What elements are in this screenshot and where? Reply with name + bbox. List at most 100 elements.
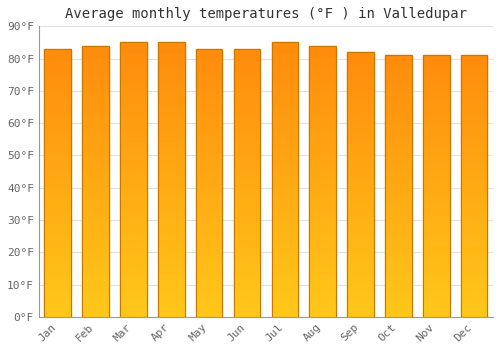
- Bar: [44, 231, 71, 237]
- Bar: [310, 89, 336, 95]
- Bar: [461, 155, 487, 160]
- Bar: [272, 267, 298, 273]
- Bar: [461, 306, 487, 312]
- Bar: [310, 78, 336, 84]
- Bar: [272, 251, 298, 257]
- Bar: [272, 224, 298, 229]
- Bar: [44, 135, 71, 140]
- Bar: [158, 86, 184, 92]
- Bar: [461, 202, 487, 207]
- Bar: [310, 230, 336, 236]
- Bar: [423, 123, 450, 128]
- Bar: [44, 295, 71, 301]
- Bar: [196, 113, 222, 119]
- Bar: [423, 71, 450, 76]
- Bar: [234, 258, 260, 263]
- Bar: [158, 229, 184, 234]
- Bar: [461, 97, 487, 103]
- Bar: [120, 169, 146, 174]
- Bar: [461, 223, 487, 228]
- Bar: [44, 70, 71, 76]
- Bar: [120, 202, 146, 207]
- Bar: [423, 76, 450, 82]
- Bar: [44, 54, 71, 60]
- Bar: [120, 141, 146, 147]
- Bar: [44, 103, 71, 108]
- Bar: [82, 268, 109, 273]
- Bar: [234, 76, 260, 81]
- Bar: [234, 129, 260, 135]
- Bar: [310, 149, 336, 154]
- Bar: [82, 273, 109, 279]
- Bar: [120, 92, 146, 97]
- Bar: [310, 257, 336, 262]
- Bar: [82, 290, 109, 295]
- Bar: [310, 203, 336, 208]
- Bar: [310, 127, 336, 132]
- Bar: [234, 145, 260, 151]
- Bar: [234, 306, 260, 312]
- Bar: [423, 103, 450, 108]
- Bar: [234, 70, 260, 76]
- Bar: [44, 226, 71, 231]
- Bar: [385, 55, 411, 61]
- Bar: [348, 52, 374, 317]
- Bar: [234, 151, 260, 156]
- Bar: [82, 214, 109, 219]
- Bar: [461, 76, 487, 82]
- Bar: [348, 116, 374, 121]
- Bar: [385, 92, 411, 97]
- Bar: [120, 207, 146, 212]
- Bar: [423, 139, 450, 144]
- Bar: [196, 60, 222, 65]
- Bar: [158, 185, 184, 191]
- Bar: [234, 226, 260, 231]
- Bar: [348, 137, 374, 142]
- Bar: [348, 174, 374, 179]
- Bar: [44, 129, 71, 135]
- Bar: [120, 240, 146, 245]
- Bar: [461, 238, 487, 244]
- Bar: [272, 97, 298, 103]
- Bar: [423, 197, 450, 202]
- Bar: [158, 289, 184, 295]
- Bar: [234, 312, 260, 317]
- Bar: [423, 191, 450, 197]
- Bar: [158, 306, 184, 311]
- Bar: [310, 273, 336, 279]
- Bar: [461, 301, 487, 306]
- Bar: [234, 301, 260, 306]
- Bar: [158, 224, 184, 229]
- Bar: [272, 311, 298, 317]
- Bar: [423, 144, 450, 149]
- Bar: [158, 284, 184, 289]
- Bar: [44, 242, 71, 247]
- Bar: [234, 172, 260, 177]
- Bar: [310, 56, 336, 62]
- Bar: [196, 70, 222, 76]
- Bar: [310, 208, 336, 214]
- Bar: [234, 183, 260, 188]
- Bar: [82, 295, 109, 301]
- Bar: [234, 247, 260, 252]
- Bar: [44, 92, 71, 97]
- Bar: [234, 231, 260, 237]
- Bar: [310, 170, 336, 176]
- Bar: [120, 278, 146, 284]
- Bar: [272, 229, 298, 234]
- Bar: [234, 194, 260, 199]
- Bar: [158, 119, 184, 125]
- Bar: [461, 103, 487, 108]
- Bar: [423, 270, 450, 275]
- Bar: [120, 81, 146, 86]
- Bar: [272, 119, 298, 125]
- Bar: [82, 143, 109, 149]
- Bar: [423, 306, 450, 312]
- Bar: [44, 263, 71, 268]
- Bar: [196, 183, 222, 188]
- Bar: [196, 54, 222, 60]
- Bar: [272, 81, 298, 86]
- Bar: [158, 92, 184, 97]
- Bar: [272, 185, 298, 191]
- Bar: [385, 296, 411, 301]
